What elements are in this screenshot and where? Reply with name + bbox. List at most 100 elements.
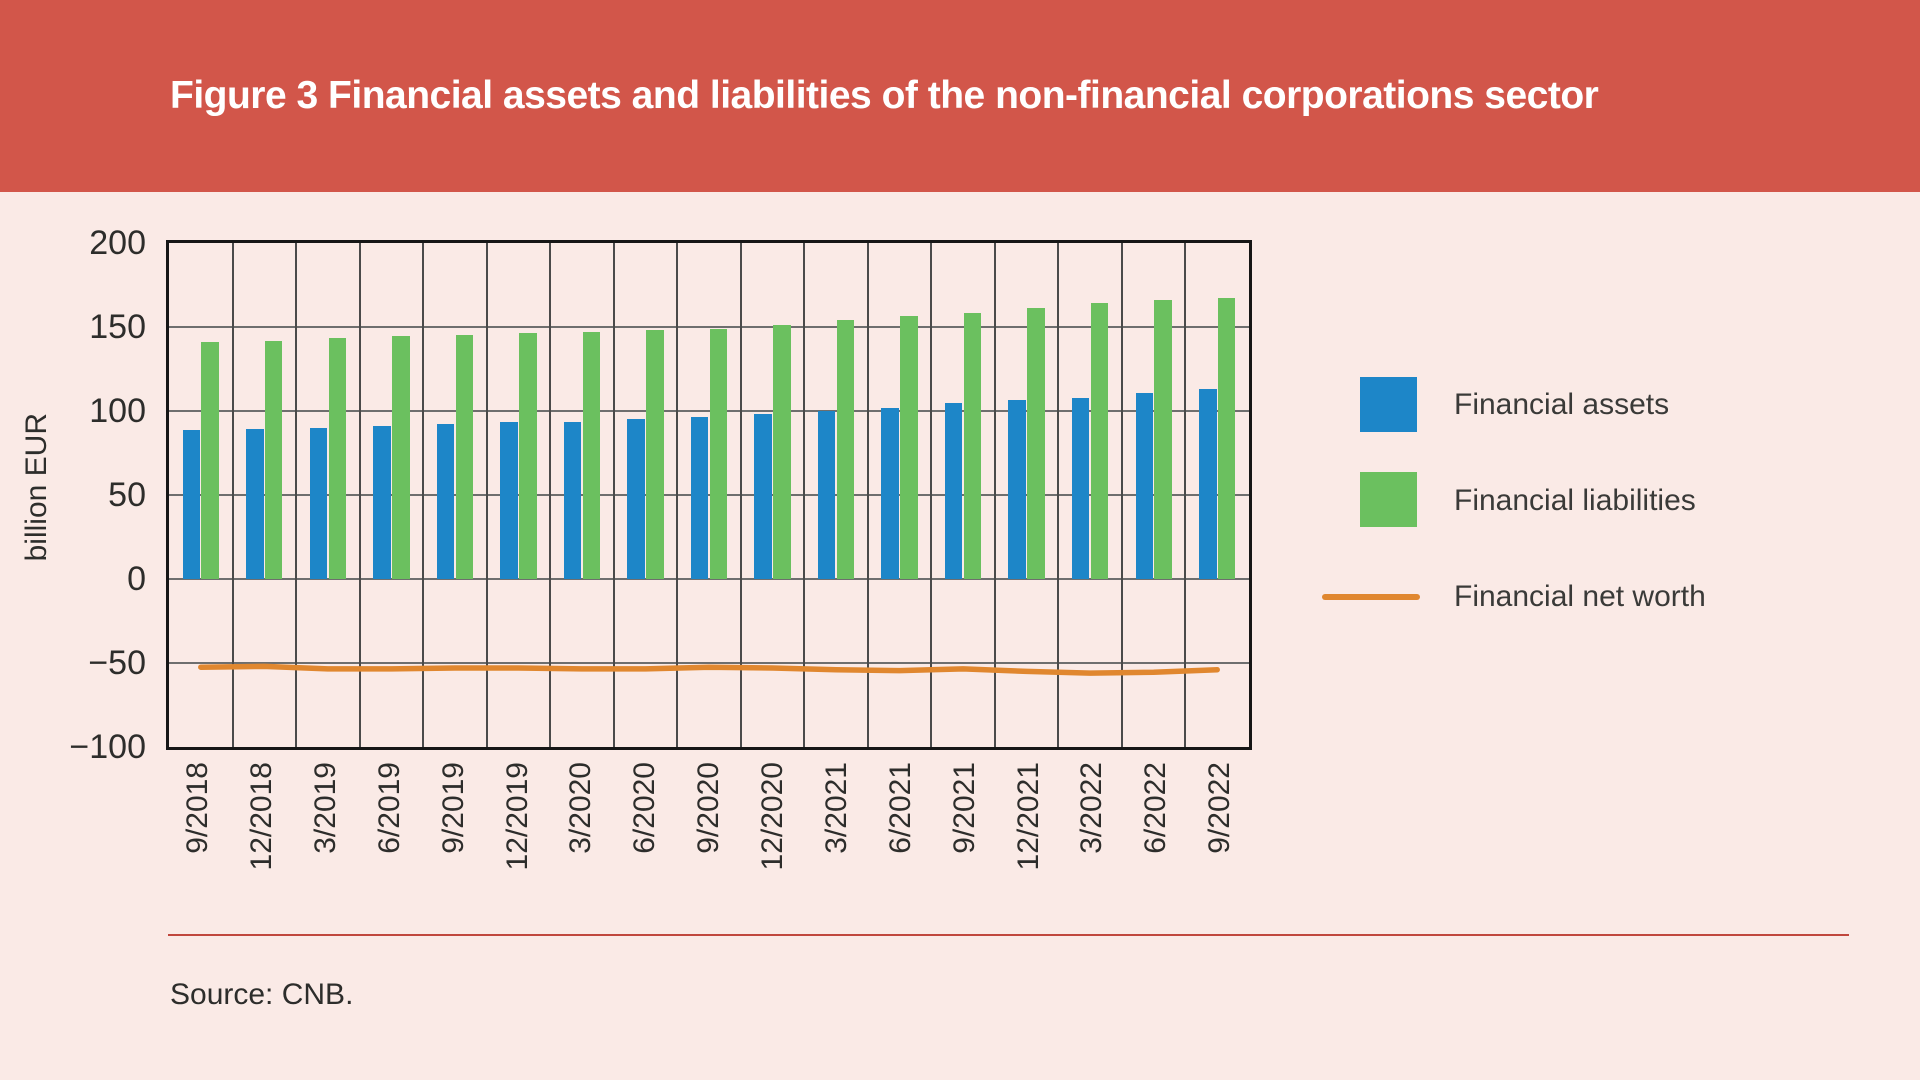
x-tick-cell: 9/2019: [422, 762, 486, 902]
x-tick-label: 3/2022: [1075, 762, 1109, 854]
x-tick-label: 3/2020: [564, 762, 598, 854]
gridline-vertical: [485, 243, 488, 747]
x-tick-label: 3/2021: [819, 762, 853, 854]
x-tick-cell: 3/2022: [1060, 762, 1124, 902]
y-tick-label: 200: [89, 224, 146, 262]
legend-label-financial-liabilities: Financial liabilities: [1454, 484, 1696, 517]
x-tick-cell: 9/2021: [933, 762, 997, 902]
bar-financial-liabilities: [201, 342, 219, 579]
x-tick-label: 9/2020: [692, 762, 726, 854]
gridline-vertical: [739, 243, 742, 747]
y-tick-label: −50: [88, 644, 146, 682]
bar-financial-liabilities: [1027, 307, 1045, 579]
bar-financial-liabilities: [709, 328, 728, 579]
legend-label-financial-assets: Financial assets: [1454, 388, 1670, 421]
bar-financial-assets: [1199, 389, 1217, 579]
gridline-horizontal: [169, 494, 1249, 496]
gridline-horizontal: [169, 410, 1249, 412]
x-tick-label: 6/2019: [372, 762, 406, 854]
gridline-horizontal: [169, 578, 1249, 580]
bar-financial-assets: [1071, 397, 1090, 579]
gridline-vertical: [676, 243, 679, 747]
x-tick-label: 12/2020: [756, 762, 790, 871]
y-tick-label: 50: [108, 476, 146, 514]
x-tick-label: 12/2019: [500, 762, 534, 871]
x-tick-cell: 6/2020: [613, 762, 677, 902]
x-tick-cell: 6/2019: [358, 762, 422, 902]
gridline-vertical: [803, 243, 806, 747]
bar-financial-assets: [182, 430, 201, 579]
net-worth-line-layer: [198, 663, 1220, 676]
bar-financial-liabilities: [1154, 300, 1172, 579]
gridline-vertical: [295, 243, 298, 747]
x-tick-cell: 3/2020: [549, 762, 613, 902]
bar-financial-assets: [627, 419, 645, 579]
bar-financial-assets: [500, 421, 518, 579]
gridline-vertical: [549, 243, 552, 747]
gridline-vertical: [422, 243, 425, 747]
gridline-vertical: [612, 243, 615, 747]
bar-financial-liabilities: [963, 312, 982, 579]
figure-title: Figure 3 Financial assets and liabilitie…: [170, 74, 1599, 117]
bar-financial-assets: [246, 428, 264, 579]
bar-financial-assets: [881, 407, 899, 579]
net-worth-line: [198, 663, 1220, 676]
x-tick-label: 6/2021: [883, 762, 917, 854]
x-tick-cell: 9/2022: [1188, 762, 1252, 902]
y-axis-tick-labels: 200 150 100 50 0 −50 −100: [0, 0, 146, 1080]
legend-swatch-financial-liabilities: [1360, 472, 1417, 527]
legend-line-financial-net-worth: [1322, 594, 1420, 600]
source-divider-rule: [168, 934, 1849, 936]
x-tick-cell: 3/2021: [805, 762, 869, 902]
bar-financial-assets: [563, 421, 582, 579]
y-tick-label: 100: [89, 392, 146, 430]
figure-title-banner: Figure 3 Financial assets and liabilitie…: [0, 0, 1920, 192]
gridline-vertical: [358, 243, 361, 747]
gridline-vertical: [930, 243, 933, 747]
x-tick-cell: 3/2019: [294, 762, 358, 902]
gridline-vertical: [231, 243, 234, 747]
bar-financial-liabilities: [836, 320, 855, 579]
y-tick-label: 150: [89, 308, 146, 346]
bar-financial-assets: [690, 416, 709, 579]
gridline-horizontal: [169, 326, 1249, 328]
x-tick-label: 12/2021: [1011, 762, 1045, 871]
bar-financial-liabilities: [328, 337, 347, 579]
gridline-vertical: [1120, 243, 1123, 747]
bar-financial-assets: [436, 423, 455, 579]
source-text: Source: CNB.: [170, 978, 354, 1011]
x-axis-tick-labels: 9/2018 12/2018 3/2019 6/2019 9/2019 12/2019 3/…: [166, 762, 1252, 902]
x-tick-cell: 12/2021: [996, 762, 1060, 902]
bar-financial-liabilities: [900, 316, 918, 579]
x-tick-cell: 12/2018: [230, 762, 294, 902]
x-tick-label: 12/2018: [245, 762, 279, 871]
bar-financial-liabilities: [646, 329, 664, 579]
x-tick-label: 6/2022: [1139, 762, 1173, 854]
gridline-vertical: [866, 243, 869, 747]
gridline-horizontal: [169, 662, 1249, 664]
x-tick-label: 9/2018: [181, 762, 215, 854]
bar-financial-assets: [373, 426, 391, 579]
chart-plot-area: [166, 240, 1252, 750]
y-tick-label: 0: [127, 560, 146, 598]
bar-financial-assets: [1008, 400, 1026, 579]
bar-financial-liabilities: [773, 325, 791, 579]
x-tick-label: 9/2019: [436, 762, 470, 854]
x-tick-cell: 6/2021: [869, 762, 933, 902]
legend-label-financial-net-worth: Financial net worth: [1454, 580, 1706, 613]
x-tick-cell: 6/2022: [1124, 762, 1188, 902]
bar-financial-assets: [309, 427, 328, 579]
bar-financial-liabilities: [455, 334, 474, 579]
gridline-vertical: [1057, 243, 1060, 747]
x-tick-cell: 9/2018: [166, 762, 230, 902]
x-tick-cell: 9/2020: [677, 762, 741, 902]
x-tick-cell: 12/2020: [741, 762, 805, 902]
bar-financial-assets: [944, 402, 963, 579]
gridline-vertical: [993, 243, 996, 747]
bar-financial-liabilities: [392, 336, 410, 579]
x-tick-label: 9/2021: [947, 762, 981, 854]
y-tick-label: −100: [69, 728, 146, 766]
bar-financial-liabilities: [1217, 298, 1236, 579]
x-tick-label: 3/2019: [308, 762, 342, 854]
